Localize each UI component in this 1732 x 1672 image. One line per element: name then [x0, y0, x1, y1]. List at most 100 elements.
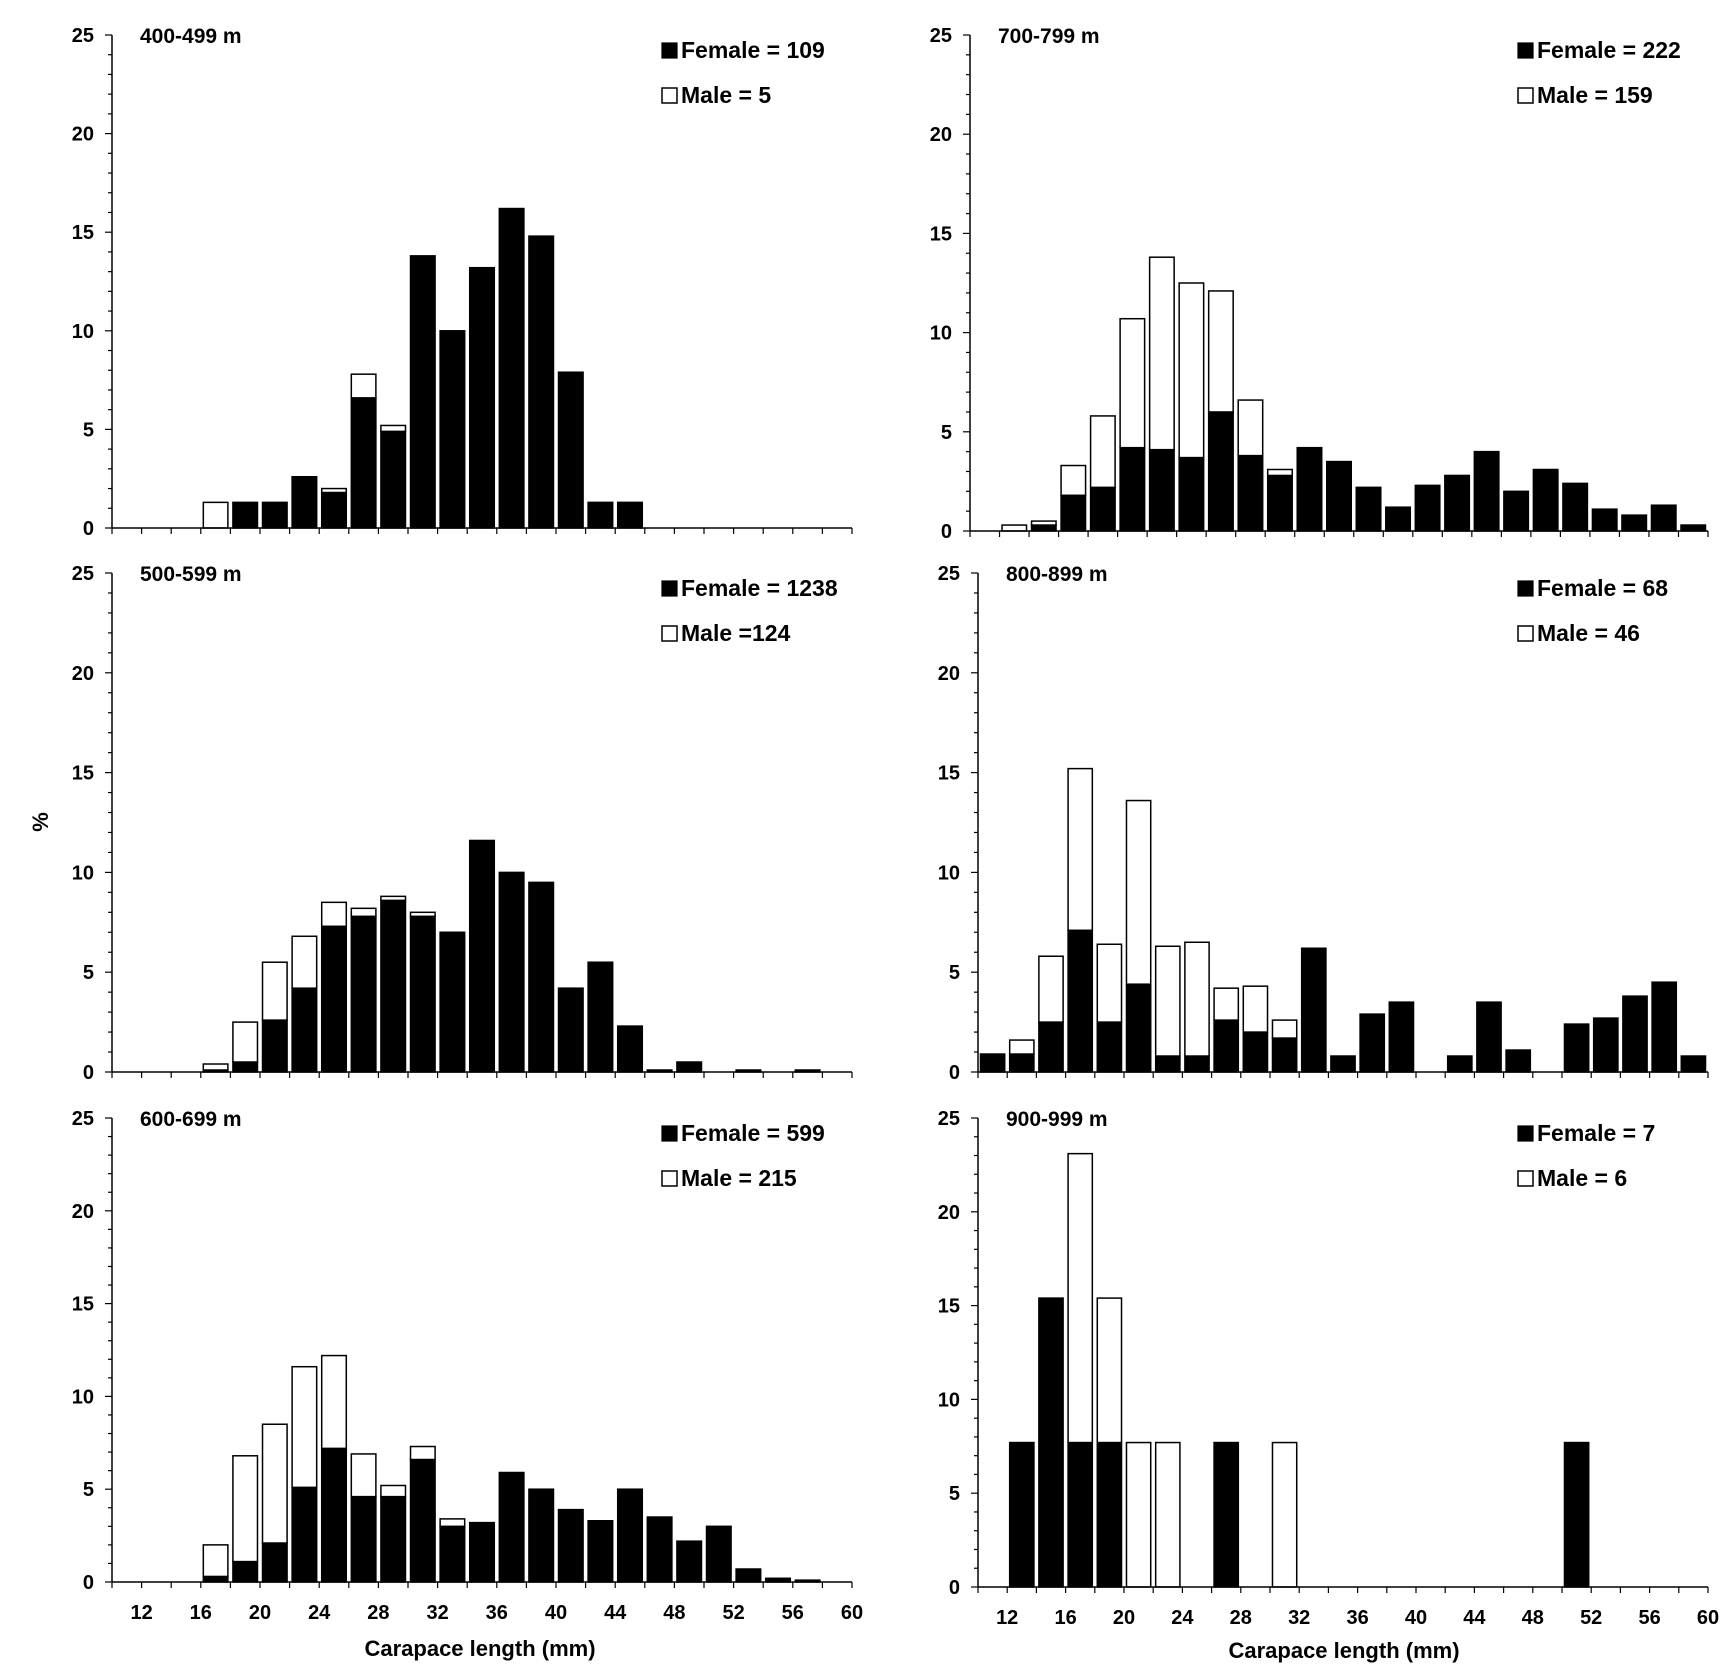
- bar-female-22: [261, 1542, 288, 1583]
- bar-female-34: [439, 931, 466, 1073]
- bar-female-34: [439, 330, 466, 529]
- bar-female-42: [557, 987, 584, 1073]
- bar-male-22: [261, 1423, 288, 1544]
- bar-male-22: [1125, 1441, 1152, 1588]
- bar-female-24: [1154, 1055, 1181, 1073]
- bar-female-46: [1476, 1001, 1502, 1073]
- bar-female-44: [587, 1520, 614, 1583]
- x-tick-label: 12: [130, 1602, 152, 1624]
- x-tick-label: 20: [249, 1602, 271, 1624]
- legend-label-male: Male = 215: [681, 1165, 797, 1191]
- y-tick-label: 25: [72, 25, 94, 47]
- bar-female-26: [320, 491, 348, 529]
- bar-male-22: [1125, 799, 1152, 985]
- x-tick-label: 56: [1638, 1607, 1660, 1629]
- bar-female-36: [468, 839, 496, 1073]
- bar-male-30: [380, 895, 407, 902]
- bar-female-48: [1505, 1049, 1532, 1073]
- x-tick-label: 12: [996, 1607, 1018, 1629]
- bar-female-56: [1622, 995, 1648, 1073]
- x-tick-label: 24: [308, 1602, 331, 1624]
- bar-female-44: [587, 961, 614, 1073]
- x-tick-label: 48: [1522, 1607, 1544, 1629]
- y-tick-label: 20: [938, 1202, 960, 1224]
- bar-female-20: [232, 1560, 259, 1583]
- bar-male-32: [1266, 468, 1293, 477]
- x-tick-label: 24: [1171, 1607, 1194, 1629]
- legend-swatch-male: [661, 1170, 678, 1187]
- bar-female-22: [261, 1019, 288, 1073]
- y-tick-label: 25: [938, 563, 960, 585]
- y-tick-label: 25: [930, 25, 952, 47]
- x-tick-label: 52: [722, 1602, 744, 1624]
- bar-female-48: [646, 1516, 673, 1583]
- y-tick-label: 10: [72, 1386, 94, 1408]
- bar-female-56: [1621, 514, 1648, 532]
- bar-female-44: [1446, 1055, 1473, 1073]
- bar-female-28: [1213, 1441, 1240, 1588]
- bar-male-26: [320, 1354, 348, 1450]
- bar-male-18: [202, 501, 229, 529]
- legend-swatch-male: [661, 87, 678, 104]
- bar-female-54: [1592, 1017, 1619, 1073]
- bar-male-18: [1067, 767, 1094, 932]
- bar-female-26: [320, 925, 348, 1073]
- bar-male-18: [1067, 1152, 1094, 1444]
- bar-male-26: [320, 487, 348, 494]
- bar-male-28: [350, 1453, 377, 1498]
- panel-5: 0 5 10 15 20 25 12 16 20 24 28 32 36 40 44 48 52 56 60 900-…: [938, 1108, 1719, 1629]
- x-tick-label: 36: [1346, 1607, 1368, 1629]
- bar-female-24: [291, 475, 318, 529]
- bar-male-26: [1184, 941, 1210, 1057]
- y-tick-label: 5: [949, 1483, 960, 1505]
- x-tick-label: 32: [1288, 1607, 1310, 1629]
- legend-swatch-female: [661, 580, 678, 597]
- bar-female-40: [528, 235, 555, 529]
- panel-title: 700-799 m: [998, 25, 1100, 48]
- panel-1: 0 5 10 15 20 25 700-799 m Female = 222 Male = 15…: [930, 25, 1709, 543]
- bar-male-18: [1060, 464, 1087, 497]
- bar-female-52: [705, 1525, 732, 1583]
- y-tick-label: 20: [930, 124, 952, 146]
- x-tick-label: 44: [1463, 1607, 1486, 1629]
- bar-female-38: [1355, 486, 1382, 532]
- y-tick-label: 0: [83, 1062, 94, 1084]
- legend-label-female: Female = 109: [681, 37, 825, 63]
- legend-label-male: Male = 5: [681, 82, 771, 108]
- bar-female-30: [1237, 454, 1264, 532]
- bar-female-52: [1563, 1023, 1590, 1073]
- x-tick-label: 60: [841, 1602, 863, 1624]
- legend-swatch-female: [1517, 580, 1534, 597]
- bar-male-18: [202, 1063, 229, 1071]
- bar-female-58: [1650, 504, 1677, 532]
- x-tick-label: 52: [1580, 1607, 1602, 1629]
- panel-title: 400-499 m: [140, 25, 242, 48]
- y-tick-label: 20: [938, 663, 960, 685]
- y-tick-label: 20: [72, 663, 94, 685]
- bar-male-26: [1178, 282, 1205, 459]
- x-tick-label: 36: [486, 1602, 508, 1624]
- panel-0: 0 5 10 15 20 25 400-499 m Female = 109 Male = 5: [72, 25, 853, 540]
- x-tick-label: 28: [1230, 1607, 1252, 1629]
- bar-male-16: [1038, 955, 1064, 1023]
- bar-male-30: [380, 424, 407, 433]
- bar-male-14: [1008, 1039, 1035, 1055]
- legend-label-male: Male = 159: [1537, 82, 1653, 108]
- x-tick-label: 40: [1405, 1607, 1427, 1629]
- bar-female-54: [1591, 508, 1618, 532]
- bar-female-60: [1680, 1055, 1707, 1073]
- bar-female-34: [1296, 446, 1323, 532]
- x-tick-label: 28: [367, 1602, 389, 1624]
- bar-female-36: [468, 1521, 496, 1583]
- bar-male-22: [261, 961, 288, 1021]
- bar-male-24: [1154, 945, 1181, 1057]
- bar-female-22: [1119, 446, 1146, 532]
- y-tick-label: 20: [72, 1201, 94, 1223]
- bar-female-50: [1532, 468, 1559, 532]
- bar-female-36: [1330, 1055, 1356, 1073]
- legend-swatch-male: [661, 625, 678, 642]
- bar-female-50: [676, 1540, 703, 1583]
- bar-female-26: [1184, 1055, 1210, 1073]
- bar-female-40: [1385, 506, 1412, 532]
- bar-female-32: [1271, 1037, 1298, 1073]
